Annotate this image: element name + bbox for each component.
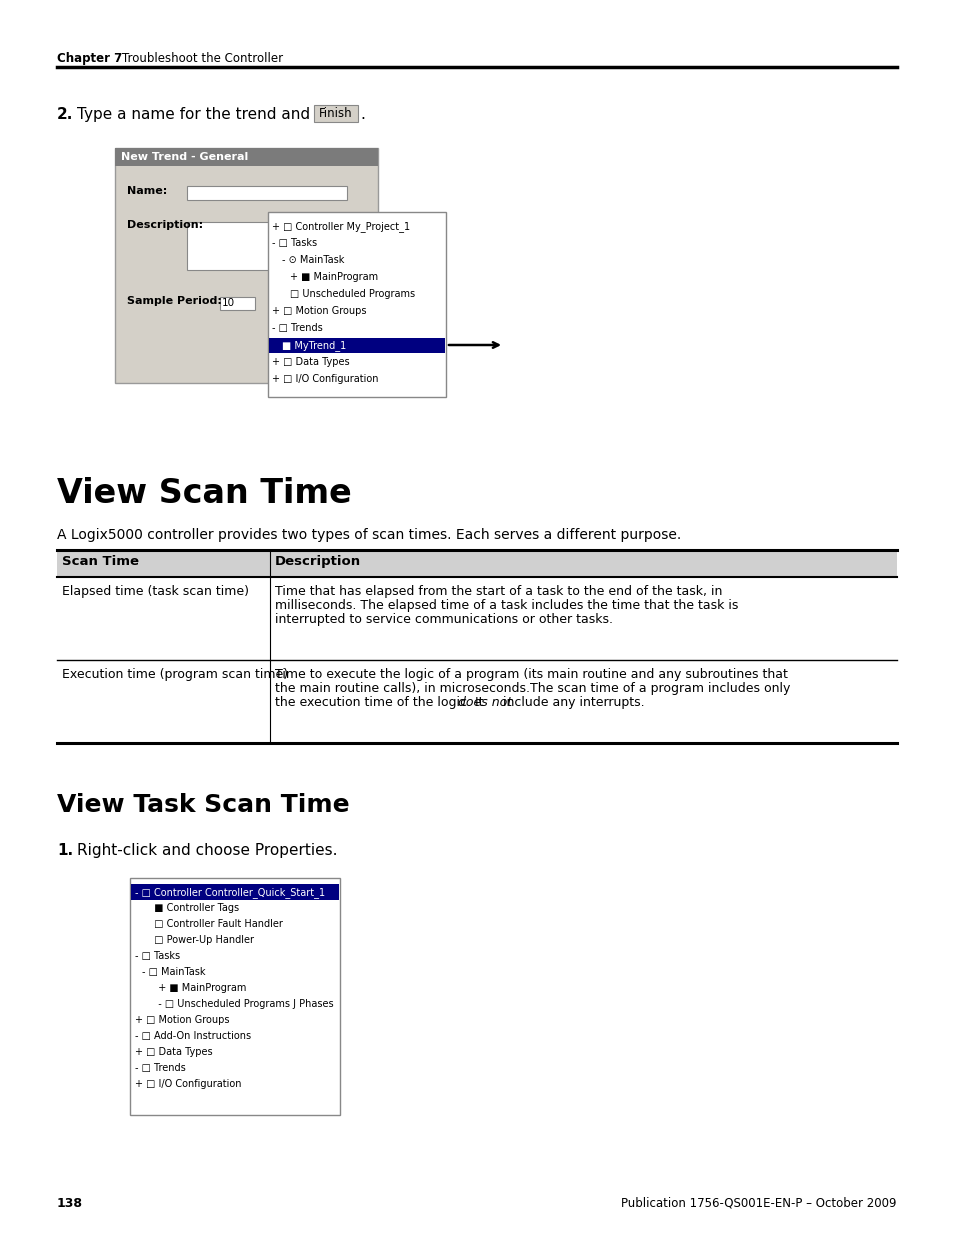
Text: 2.: 2.: [57, 107, 73, 122]
Text: Description: Description: [274, 555, 361, 568]
Text: ■ MyTrend_1: ■ MyTrend_1: [282, 340, 346, 351]
Text: include any interrupts.: include any interrupts.: [498, 697, 643, 709]
Text: View Scan Time: View Scan Time: [57, 477, 352, 510]
Text: + □ Motion Groups: + □ Motion Groups: [272, 306, 366, 316]
Text: the main routine calls), in microseconds.The scan time of a program includes onl: the main routine calls), in microseconds…: [274, 682, 789, 695]
Text: + ■ MainProgram: + ■ MainProgram: [290, 272, 377, 282]
Text: - □ Controller Controller_Quick_Start_1: - □ Controller Controller_Quick_Start_1: [135, 887, 325, 898]
Bar: [314, 105, 357, 122]
Text: Name:: Name:: [127, 186, 167, 196]
Text: - □ Unscheduled Programs J Phases: - □ Unscheduled Programs J Phases: [152, 999, 334, 1009]
Text: - □ Tasks: - □ Tasks: [272, 238, 316, 248]
Text: ■ Controller Tags: ■ Controller Tags: [148, 903, 239, 913]
Text: - □ MainTask: - □ MainTask: [142, 967, 205, 977]
Bar: [268, 212, 446, 396]
Bar: [130, 878, 339, 1115]
Text: Troubleshoot the Controller: Troubleshoot the Controller: [122, 52, 283, 65]
Text: + □ Data Types: + □ Data Types: [135, 1047, 213, 1057]
Text: Description:: Description:: [127, 220, 203, 230]
Bar: [269, 338, 444, 353]
Text: + □ Controller My_Project_1: + □ Controller My_Project_1: [272, 221, 410, 232]
Text: - □ Trends: - □ Trends: [135, 1063, 186, 1073]
Text: - ⊙ MainTask: - ⊙ MainTask: [282, 254, 344, 266]
Text: Time to execute the logic of a program (its main routine and any subroutines tha: Time to execute the logic of a program (…: [274, 668, 787, 680]
Text: 10: 10: [222, 298, 234, 308]
Bar: [115, 148, 377, 383]
Text: interrupted to service communications or other tasks.: interrupted to service communications or…: [274, 613, 613, 626]
Text: 138: 138: [57, 1197, 83, 1210]
Text: + □ I/O Configuration: + □ I/O Configuration: [272, 374, 378, 384]
Text: Execution time (program scan time): Execution time (program scan time): [62, 668, 288, 680]
Text: Finish: Finish: [319, 107, 353, 120]
Text: does not: does not: [457, 697, 512, 709]
Text: A Logix5000 controller provides two types of scan times. Each serves a different: A Logix5000 controller provides two type…: [57, 529, 680, 542]
Text: 1.: 1.: [57, 844, 73, 858]
Text: Time that has elapsed from the start of a task to the end of the task, in: Time that has elapsed from the start of …: [274, 585, 721, 598]
Text: .: .: [359, 107, 364, 122]
Text: View Task Scan Time: View Task Scan Time: [57, 793, 349, 818]
Bar: [187, 186, 347, 200]
Text: - □ Trends: - □ Trends: [272, 324, 322, 333]
Text: Scan Time: Scan Time: [62, 555, 139, 568]
Text: Publication 1756-QS001E-EN-P – October 2009: Publication 1756-QS001E-EN-P – October 2…: [620, 1197, 896, 1210]
Text: □ Unscheduled Programs: □ Unscheduled Programs: [290, 289, 415, 299]
Text: Chapter 7: Chapter 7: [57, 52, 122, 65]
Bar: [131, 884, 338, 900]
Text: + □ I/O Configuration: + □ I/O Configuration: [135, 1079, 241, 1089]
Text: □ Controller Fault Handler: □ Controller Fault Handler: [148, 919, 283, 929]
Text: □ Power-Up Handler: □ Power-Up Handler: [148, 935, 253, 945]
Bar: [115, 148, 377, 165]
Text: - □ Add-On Instructions: - □ Add-On Instructions: [135, 1031, 251, 1041]
Text: Elapsed time (task scan time): Elapsed time (task scan time): [62, 585, 249, 598]
Text: milliseconds. The elapsed time of a task includes the time that the task is: milliseconds. The elapsed time of a task…: [274, 599, 738, 613]
Text: + □ Motion Groups: + □ Motion Groups: [135, 1015, 230, 1025]
Text: - □ Tasks: - □ Tasks: [135, 951, 180, 961]
Text: Type a name for the trend and click: Type a name for the trend and click: [77, 107, 349, 122]
Text: Sample Period:: Sample Period:: [127, 296, 222, 306]
Text: the execution time of the logic. It: the execution time of the logic. It: [274, 697, 487, 709]
Text: New Trend - General: New Trend - General: [121, 152, 248, 162]
Bar: [220, 296, 254, 310]
Bar: [187, 222, 347, 270]
Bar: [57, 550, 896, 577]
Text: + ■ MainProgram: + ■ MainProgram: [152, 983, 246, 993]
Text: Right-click and choose Properties.: Right-click and choose Properties.: [77, 844, 337, 858]
Text: + □ Data Types: + □ Data Types: [272, 357, 349, 367]
